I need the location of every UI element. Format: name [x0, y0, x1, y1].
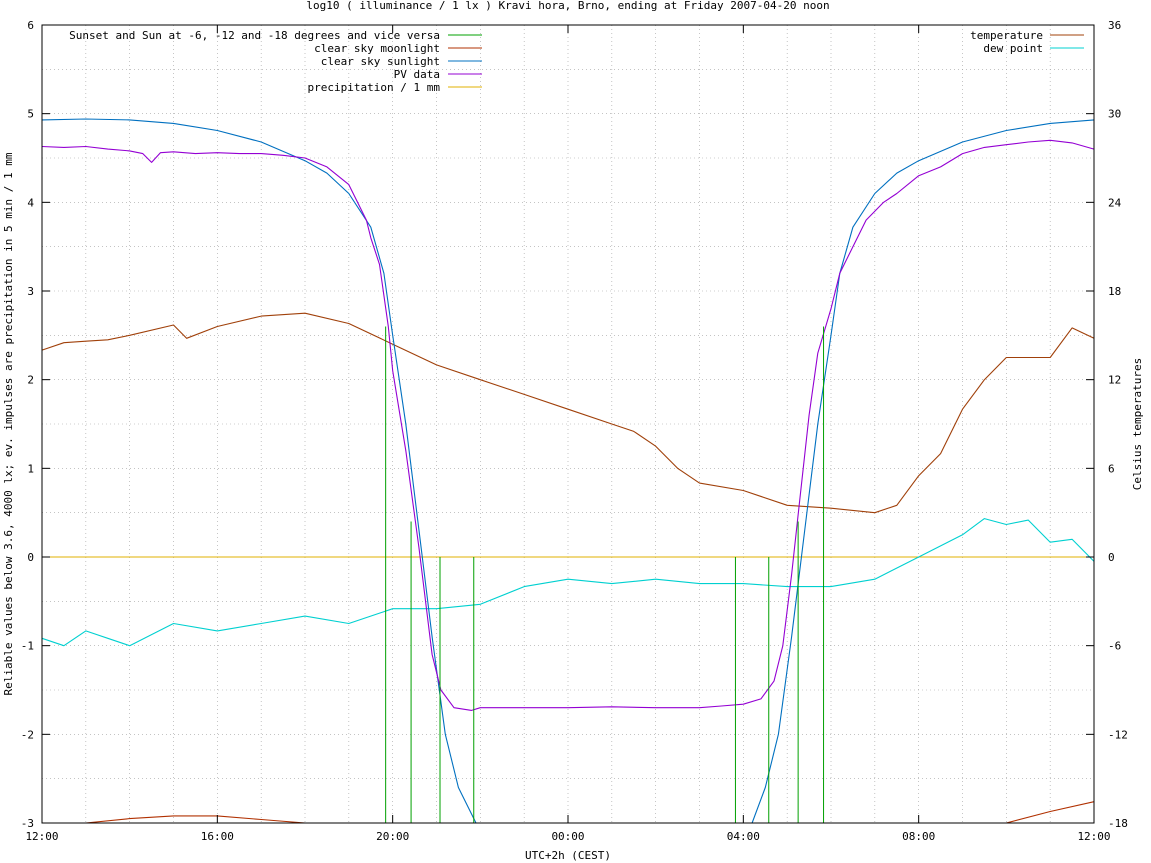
legend-label: temperature: [970, 29, 1043, 42]
grid-lines: [42, 25, 1094, 823]
series-line-clear-sky-sunlight: [41, 118, 1095, 824]
legend-label: PV data: [394, 68, 440, 81]
legend-label: clear sky sunlight: [321, 55, 440, 68]
y2-tick-label: -12: [1108, 728, 1128, 741]
x-tick-label: 20:00: [376, 830, 409, 843]
x-tick-label: 08:00: [902, 830, 935, 843]
y2-axis-label: Celsius temperatures: [1131, 358, 1144, 490]
y2-tick-label: -18: [1108, 817, 1128, 830]
y-tick-label: 1: [27, 462, 34, 475]
series-line-dew-point: [41, 518, 1095, 647]
legend-label: Sunset and Sun at -6, -12 and -18 degree…: [69, 29, 440, 42]
y2-tick-label: 6: [1108, 462, 1115, 475]
legend-label: clear sky moonlight: [314, 42, 440, 55]
x-axis-label: UTC+2h (CEST): [525, 849, 611, 862]
series-layer: [41, 118, 1095, 824]
sun-event-impulses: [385, 326, 825, 823]
chart-title: log10 ( illuminance / 1 lx ) Kravi hora,…: [306, 0, 829, 12]
y-tick-label: 3: [27, 285, 34, 298]
y-tick-label: 6: [27, 19, 34, 32]
y-tick-label: 5: [27, 108, 34, 121]
y2-tick-label: 18: [1108, 285, 1121, 298]
y2-tick-label: 12: [1108, 374, 1121, 387]
y-tick-label: -2: [21, 728, 34, 741]
series-line-temperature: [41, 312, 1095, 514]
y2-tick-label: 24: [1108, 196, 1122, 209]
series-line-clear-sky-moonlight: [42, 801, 1095, 824]
x-tick-label: 12:00: [1077, 830, 1110, 843]
y-tick-label: -3: [21, 817, 34, 830]
x-tick-label: 12:00: [25, 830, 58, 843]
series-line-pv-data: [41, 139, 1095, 711]
axes: 12:00 16:00 20:00 00:00 04:00 08:00 12:00-3-2-…: [21, 19, 1128, 843]
x-tick-label: 00:00: [551, 830, 584, 843]
y-tick-label: -1: [21, 640, 34, 653]
y2-tick-label: 30: [1108, 108, 1121, 121]
y2-tick-label: 0: [1108, 551, 1115, 564]
y2-tick-label: -6: [1108, 640, 1121, 653]
legend-left: Sunset and Sun at -6, -12 and -18 degree…: [69, 29, 482, 94]
x-tick-label: 04:00: [727, 830, 760, 843]
plot-area: [41, 24, 1095, 824]
y-axis-label: Reliable values below 3.6, 4000 lx; ev. …: [2, 152, 15, 695]
y2-tick-label: 36: [1108, 19, 1121, 32]
y-tick-label: 4: [27, 196, 34, 209]
legend-label: dew point: [983, 42, 1043, 55]
y-tick-label: 0: [27, 551, 34, 564]
legend-label: precipitation / 1 mm: [308, 81, 441, 94]
y-tick-label: 2: [27, 374, 34, 387]
x-tick-label: 16:00: [201, 830, 234, 843]
